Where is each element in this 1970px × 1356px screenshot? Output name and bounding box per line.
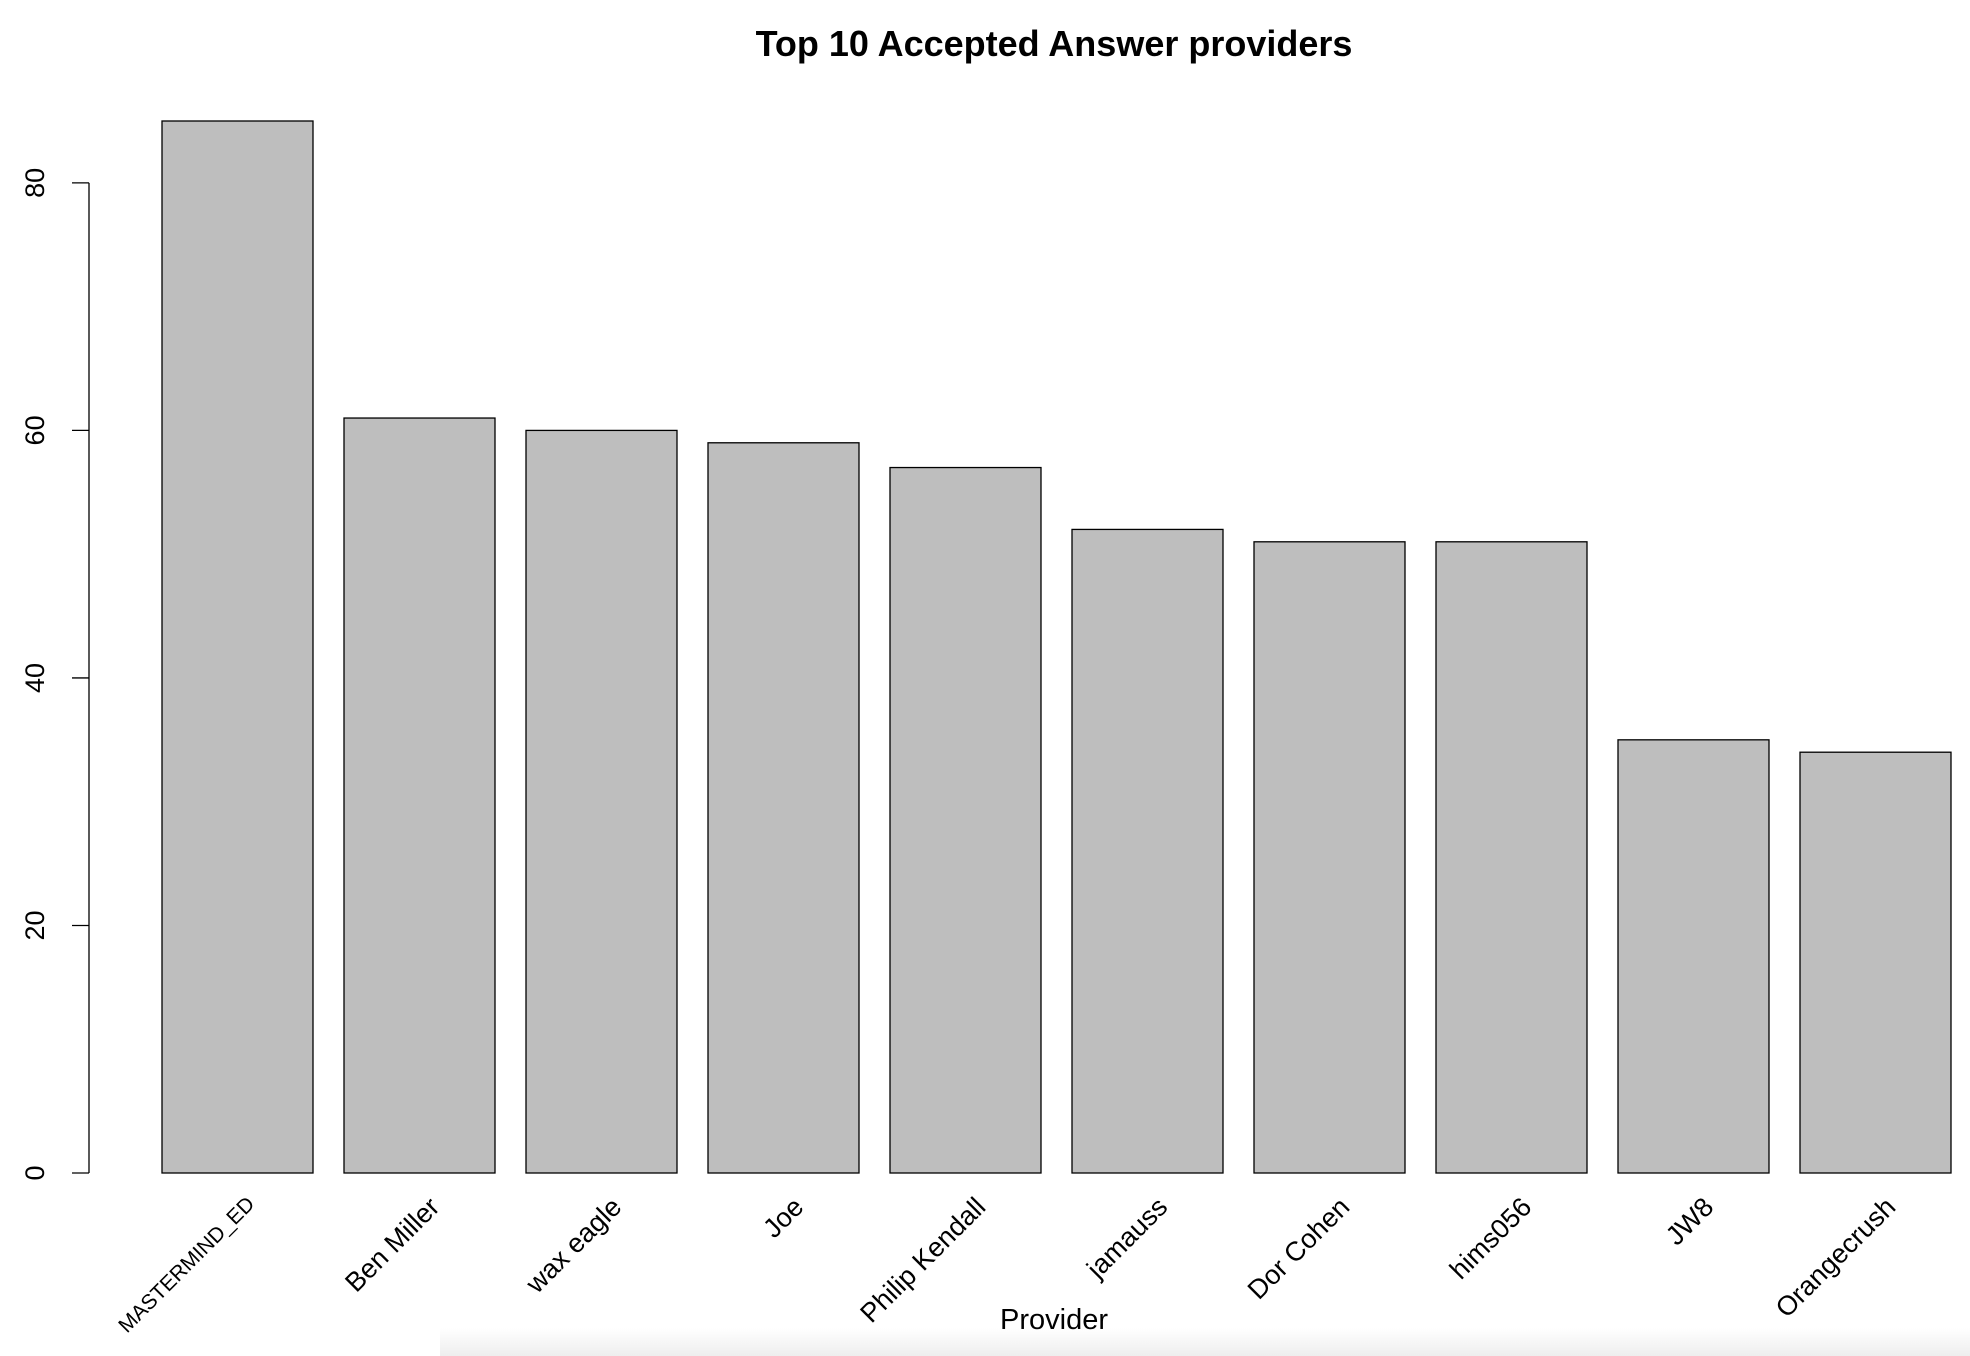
bar-philip-kendall <box>889 466 1042 1174</box>
bar-hims056 <box>1435 541 1588 1174</box>
y-tick-label: 80 <box>20 168 50 198</box>
chart-title: Top 10 Accepted Answer providers <box>756 23 1353 64</box>
bar-jamauss <box>1071 528 1224 1174</box>
x-tick-label: Dor Cohen <box>1242 1192 1356 1306</box>
x-tick-label: Ben Miller <box>339 1192 445 1298</box>
bar-orangecrush <box>1799 751 1952 1174</box>
bar-dor-cohen <box>1253 541 1406 1174</box>
bar-ben-miller <box>343 417 496 1174</box>
y-tick-label: 20 <box>20 910 50 940</box>
y-tick-label: 0 <box>20 1165 50 1180</box>
bar-mastermind-ed <box>161 120 314 1174</box>
bottom-shade <box>440 1328 1970 1356</box>
x-tick-label: Orangecrush <box>1770 1192 1902 1324</box>
bars <box>161 120 1952 1174</box>
x-tick-label: Joe <box>757 1192 809 1244</box>
x-tick-label: MASTERMIND_ED <box>114 1192 259 1337</box>
x-tick-label: JW8 <box>1660 1192 1719 1251</box>
y-axis: 0 20 40 60 80 <box>20 168 90 1181</box>
y-tick-label: 40 <box>20 663 50 693</box>
bar-jw8 <box>1617 739 1770 1174</box>
x-tick-label: wax eagle <box>519 1192 627 1300</box>
x-tick-label: hims056 <box>1444 1192 1537 1285</box>
bar-wax-eagle <box>525 429 678 1174</box>
x-tick-label: jamauss <box>1080 1192 1173 1285</box>
bar-joe <box>707 442 860 1174</box>
x-tick-label: Philip Kendall <box>854 1192 991 1329</box>
y-tick-label: 60 <box>20 415 50 445</box>
